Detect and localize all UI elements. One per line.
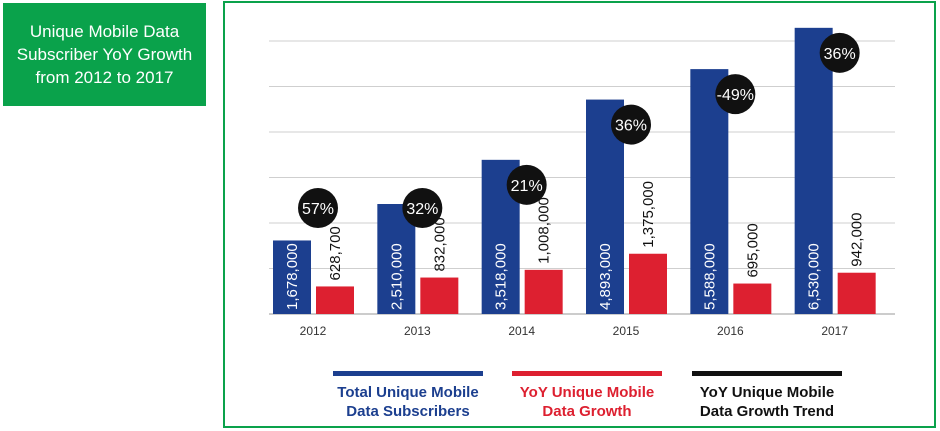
growth-trend-label: 36% [824, 46, 856, 63]
legend-swatch [333, 371, 483, 376]
growth-trend-label: 36% [615, 118, 647, 135]
growth-trend-marker [402, 188, 443, 228]
bar-subscribers-label: 1,678,000 [284, 243, 301, 310]
growth-trend-marker [715, 74, 756, 115]
bar-subscribers [273, 240, 311, 314]
bar-subscribers-label: 5,588,000 [701, 243, 718, 310]
x-tick-label: 2014 [508, 324, 535, 338]
growth-trend-marker [298, 188, 338, 228]
growth-trend-label: 21% [511, 178, 543, 195]
growth-trend-marker [611, 104, 651, 145]
legend-label: Data Growth [542, 403, 631, 420]
bar-growth-label: 628,700 [327, 226, 344, 280]
bar-growth [524, 269, 563, 314]
bar-growth-label: 695,000 [744, 223, 761, 277]
x-tick-label: 2015 [613, 324, 640, 338]
legend-label: Data Growth Trend [700, 403, 834, 420]
growth-trend-marker [506, 164, 547, 205]
bar-subscribers-label: 3,518,000 [493, 243, 510, 310]
bar-growth-label: 832,000 [431, 217, 448, 271]
bar-subscribers-label: 6,530,000 [806, 243, 823, 310]
legend-swatch [692, 371, 842, 376]
bar-growth-label: 1,375,000 [640, 181, 657, 248]
bar-subscribers-label: 2,510,000 [388, 243, 405, 310]
growth-trend-label: 32% [406, 201, 438, 218]
x-tick-label: 2012 [300, 324, 327, 338]
legend-label: YoY Unique Mobile [520, 384, 654, 401]
bar-growth [629, 253, 667, 314]
growth-trend-marker [819, 32, 860, 73]
legend-label: YoY Unique Mobile [700, 384, 834, 401]
bar-growth [837, 272, 876, 314]
bar-growth-label: 942,000 [849, 212, 866, 266]
legend-label: Data Subscribers [346, 403, 469, 420]
x-tick-label: 2016 [717, 324, 744, 338]
bar-subscribers [794, 27, 833, 314]
growth-trend-label: 57% [302, 201, 334, 218]
chart-frame: 1,678,000 628,700 57% 2012 2,510,000 832,000 3… [223, 1, 936, 428]
bar-growth [420, 277, 459, 314]
legend-label: Total Unique Mobile [337, 384, 478, 401]
x-tick-label: 2017 [821, 324, 848, 338]
bar-growth-label: 1,008,000 [536, 197, 553, 264]
bar-growth [316, 286, 354, 314]
chart-title-box: Unique Mobile Data Subscriber YoY Growth… [3, 3, 206, 106]
x-tick-label: 2013 [404, 324, 431, 338]
chart-title: Unique Mobile Data Subscriber YoY Growth… [16, 22, 193, 87]
bar-subscribers [690, 69, 729, 314]
legend-swatch [512, 371, 662, 376]
growth-trend-label: -49% [717, 87, 754, 104]
bar-subscribers-label: 4,893,000 [597, 243, 614, 310]
bar-growth [733, 283, 772, 314]
